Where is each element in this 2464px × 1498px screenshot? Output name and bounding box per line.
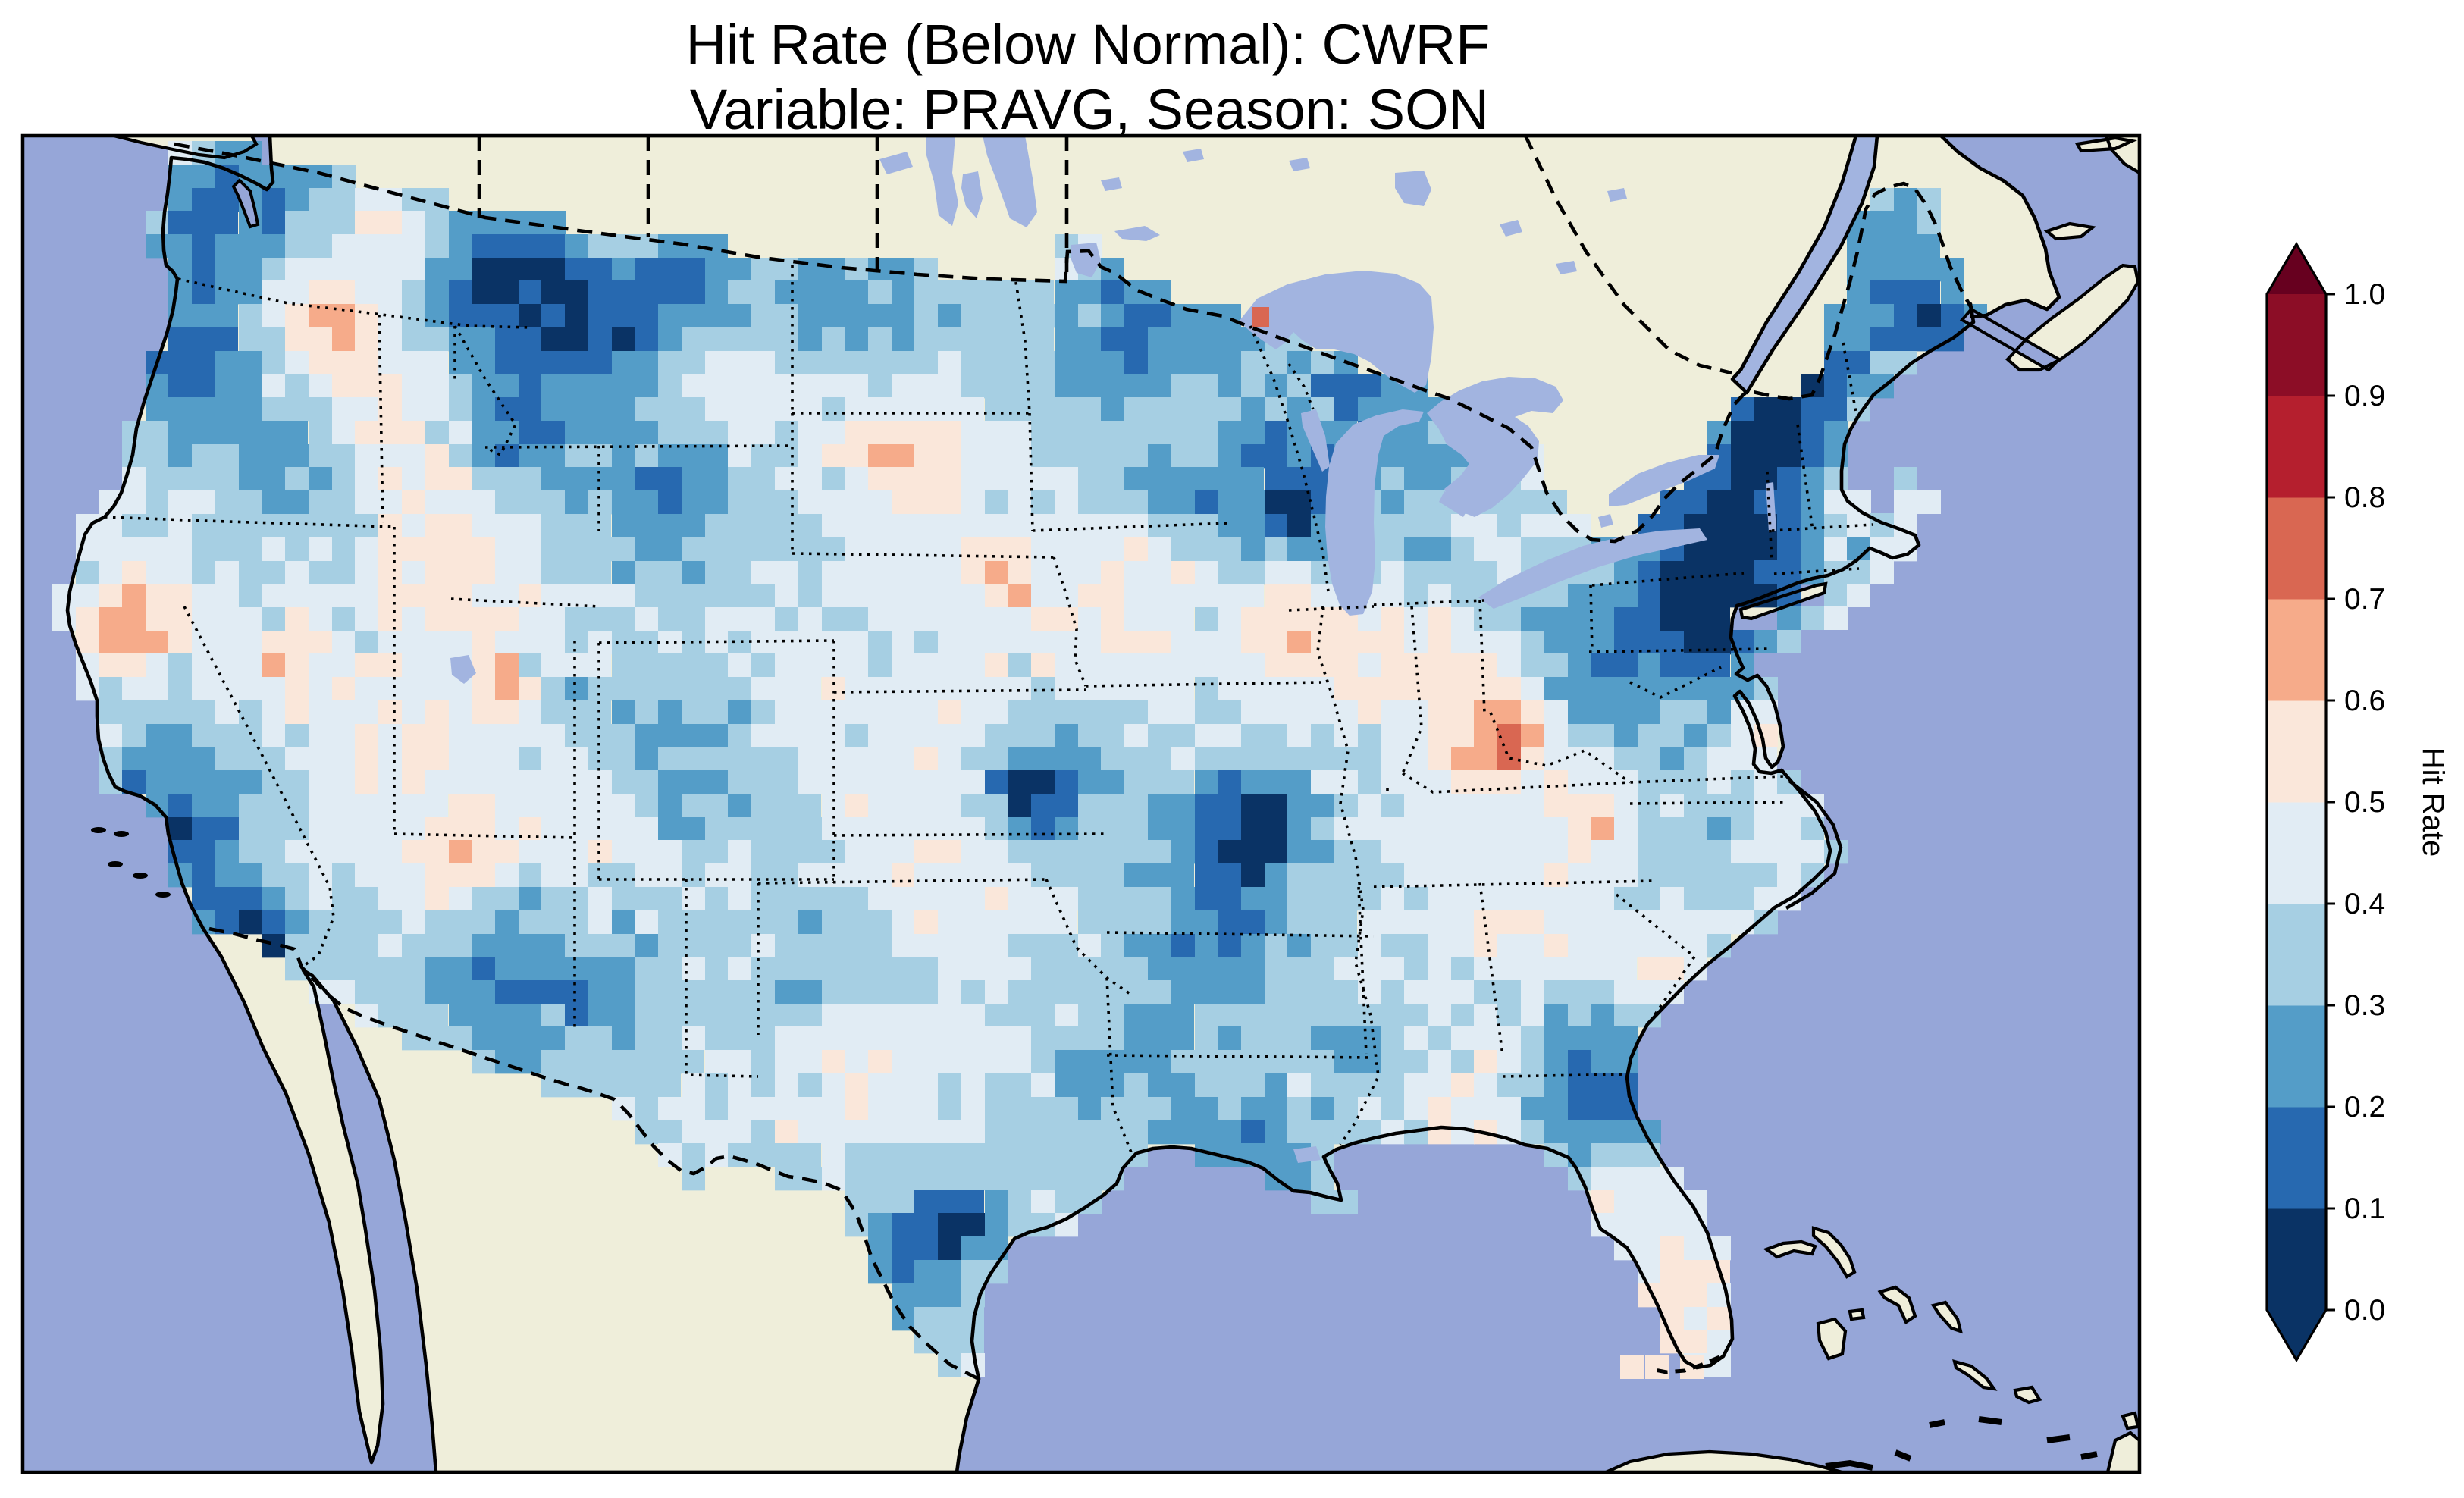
svg-text:Variable: PRAVG, Season: SON: Variable: PRAVG, Season: SON — [690, 78, 1489, 141]
svg-text:0.2: 0.2 — [2344, 1091, 2385, 1124]
svg-text:0.8: 0.8 — [2344, 481, 2385, 514]
svg-text:Hit Rate (Below Normal): CWRF: Hit Rate (Below Normal): CWRF — [686, 13, 1491, 76]
svg-text:0.9: 0.9 — [2344, 380, 2385, 412]
svg-text:0.6: 0.6 — [2344, 685, 2385, 717]
svg-text:Hit Rate: Hit Rate — [2416, 747, 2450, 857]
svg-text:0.5: 0.5 — [2344, 786, 2385, 819]
svg-text:0.7: 0.7 — [2344, 583, 2385, 616]
svg-text:1.0: 1.0 — [2344, 278, 2385, 311]
svg-text:0.1: 0.1 — [2344, 1192, 2385, 1225]
svg-text:0.4: 0.4 — [2344, 888, 2385, 920]
svg-text:0.0: 0.0 — [2344, 1294, 2385, 1327]
svg-text:0.3: 0.3 — [2344, 989, 2385, 1022]
